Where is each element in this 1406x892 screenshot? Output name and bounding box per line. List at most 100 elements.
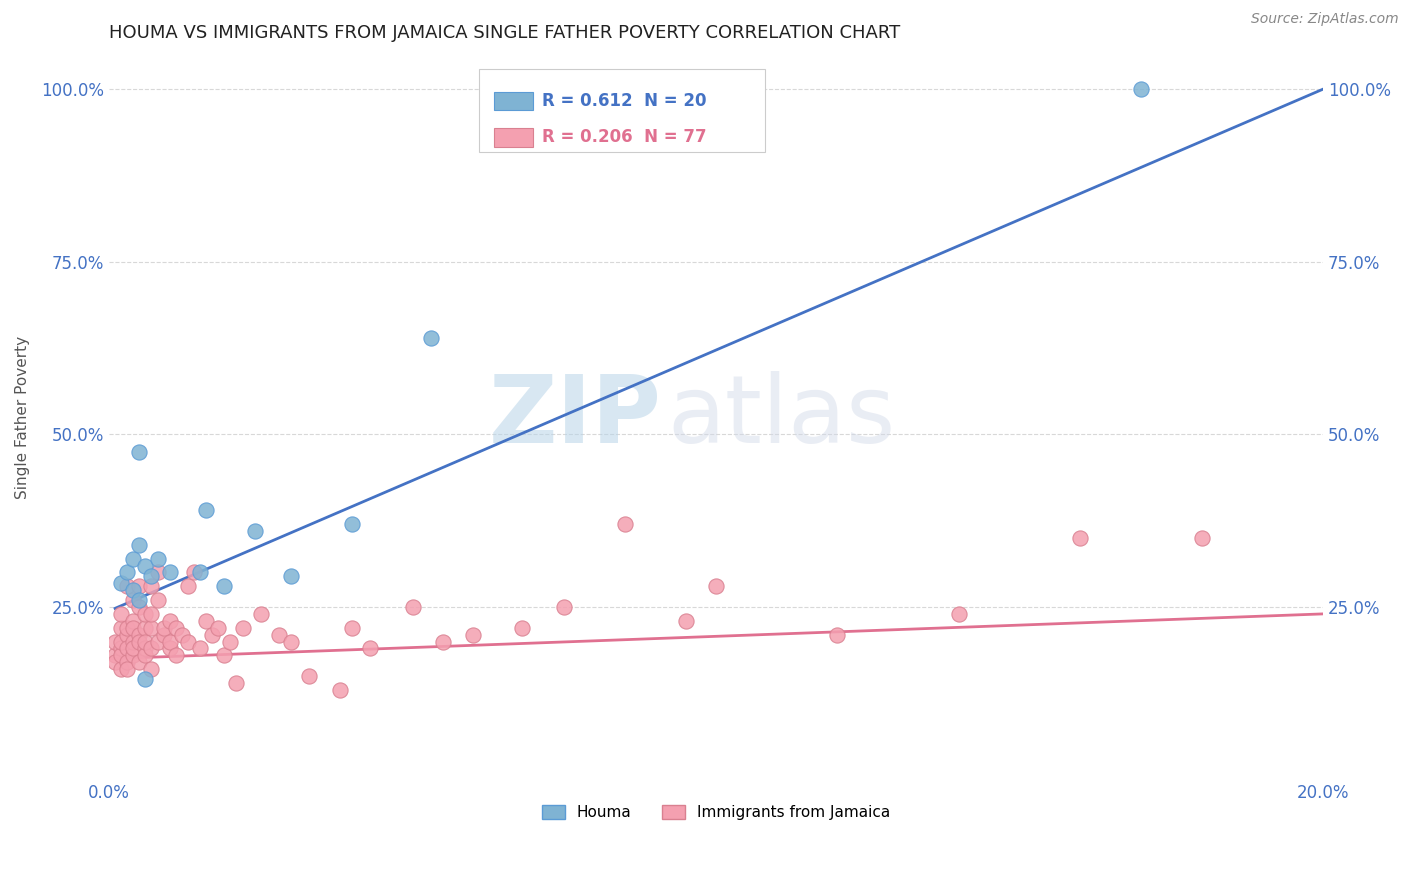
Point bbox=[115, 621, 138, 635]
Point bbox=[553, 599, 575, 614]
Point bbox=[280, 634, 302, 648]
Point bbox=[614, 517, 637, 532]
Point bbox=[128, 538, 150, 552]
Point bbox=[146, 634, 169, 648]
Point bbox=[122, 551, 145, 566]
Text: atlas: atlas bbox=[668, 371, 896, 463]
Point bbox=[122, 641, 145, 656]
Point bbox=[948, 607, 970, 621]
Point bbox=[110, 607, 132, 621]
Point bbox=[827, 627, 849, 641]
Point bbox=[122, 621, 145, 635]
Point bbox=[510, 621, 533, 635]
Point bbox=[128, 444, 150, 458]
Point bbox=[432, 634, 454, 648]
FancyBboxPatch shape bbox=[494, 92, 533, 110]
Point bbox=[134, 641, 156, 656]
Point bbox=[159, 566, 181, 580]
Point bbox=[128, 579, 150, 593]
Point bbox=[122, 614, 145, 628]
Point bbox=[115, 579, 138, 593]
Point bbox=[141, 641, 163, 656]
Point bbox=[128, 599, 150, 614]
Text: ZIP: ZIP bbox=[488, 371, 661, 463]
Point bbox=[104, 634, 127, 648]
Point bbox=[128, 593, 150, 607]
Point bbox=[159, 634, 181, 648]
FancyBboxPatch shape bbox=[479, 69, 765, 153]
Point bbox=[122, 582, 145, 597]
Point bbox=[340, 621, 363, 635]
Point bbox=[170, 627, 193, 641]
Point bbox=[115, 641, 138, 656]
Point bbox=[134, 558, 156, 573]
Point bbox=[115, 627, 138, 641]
Point bbox=[188, 641, 211, 656]
Point bbox=[249, 607, 271, 621]
Point bbox=[128, 655, 150, 669]
Point bbox=[146, 551, 169, 566]
Point bbox=[214, 648, 236, 663]
Point bbox=[115, 566, 138, 580]
Point bbox=[231, 621, 253, 635]
Point bbox=[340, 517, 363, 532]
Point bbox=[122, 593, 145, 607]
Point bbox=[141, 579, 163, 593]
Point bbox=[214, 579, 236, 593]
Point bbox=[165, 648, 187, 663]
Point bbox=[359, 641, 381, 656]
Point bbox=[298, 669, 321, 683]
Point bbox=[110, 662, 132, 676]
Point bbox=[401, 599, 423, 614]
Point bbox=[177, 634, 200, 648]
Point bbox=[128, 634, 150, 648]
Point bbox=[165, 621, 187, 635]
Point bbox=[219, 634, 242, 648]
Text: Source: ZipAtlas.com: Source: ZipAtlas.com bbox=[1251, 12, 1399, 26]
Point bbox=[134, 648, 156, 663]
Point bbox=[195, 614, 218, 628]
Point bbox=[207, 621, 229, 635]
Point bbox=[225, 676, 247, 690]
Point bbox=[115, 662, 138, 676]
Point bbox=[115, 655, 138, 669]
Legend: Houma, Immigrants from Jamaica: Houma, Immigrants from Jamaica bbox=[536, 799, 897, 826]
Point bbox=[110, 648, 132, 663]
Point bbox=[159, 614, 181, 628]
Point bbox=[675, 614, 697, 628]
Point bbox=[128, 627, 150, 641]
Point bbox=[110, 641, 132, 656]
Point bbox=[104, 655, 127, 669]
Point bbox=[1069, 531, 1091, 545]
Point bbox=[110, 621, 132, 635]
Point bbox=[188, 566, 211, 580]
Point bbox=[141, 569, 163, 583]
FancyBboxPatch shape bbox=[494, 128, 533, 146]
Point bbox=[177, 579, 200, 593]
Point bbox=[183, 566, 205, 580]
Point bbox=[152, 621, 174, 635]
Point bbox=[329, 682, 352, 697]
Point bbox=[201, 627, 224, 641]
Point bbox=[1191, 531, 1213, 545]
Point bbox=[141, 662, 163, 676]
Text: R = 0.206  N = 77: R = 0.206 N = 77 bbox=[543, 128, 707, 146]
Point bbox=[110, 634, 132, 648]
Point bbox=[134, 673, 156, 687]
Point bbox=[152, 627, 174, 641]
Point bbox=[110, 575, 132, 590]
Point bbox=[1130, 82, 1153, 96]
Text: R = 0.612  N = 20: R = 0.612 N = 20 bbox=[543, 92, 707, 110]
Point bbox=[243, 524, 266, 538]
Point bbox=[146, 566, 169, 580]
Point bbox=[280, 569, 302, 583]
Point bbox=[134, 634, 156, 648]
Point bbox=[122, 634, 145, 648]
Point bbox=[704, 579, 727, 593]
Point bbox=[159, 641, 181, 656]
Point bbox=[122, 648, 145, 663]
Text: HOUMA VS IMMIGRANTS FROM JAMAICA SINGLE FATHER POVERTY CORRELATION CHART: HOUMA VS IMMIGRANTS FROM JAMAICA SINGLE … bbox=[110, 24, 900, 42]
Y-axis label: Single Father Poverty: Single Father Poverty bbox=[15, 335, 30, 499]
Point bbox=[463, 627, 485, 641]
Point bbox=[195, 503, 218, 517]
